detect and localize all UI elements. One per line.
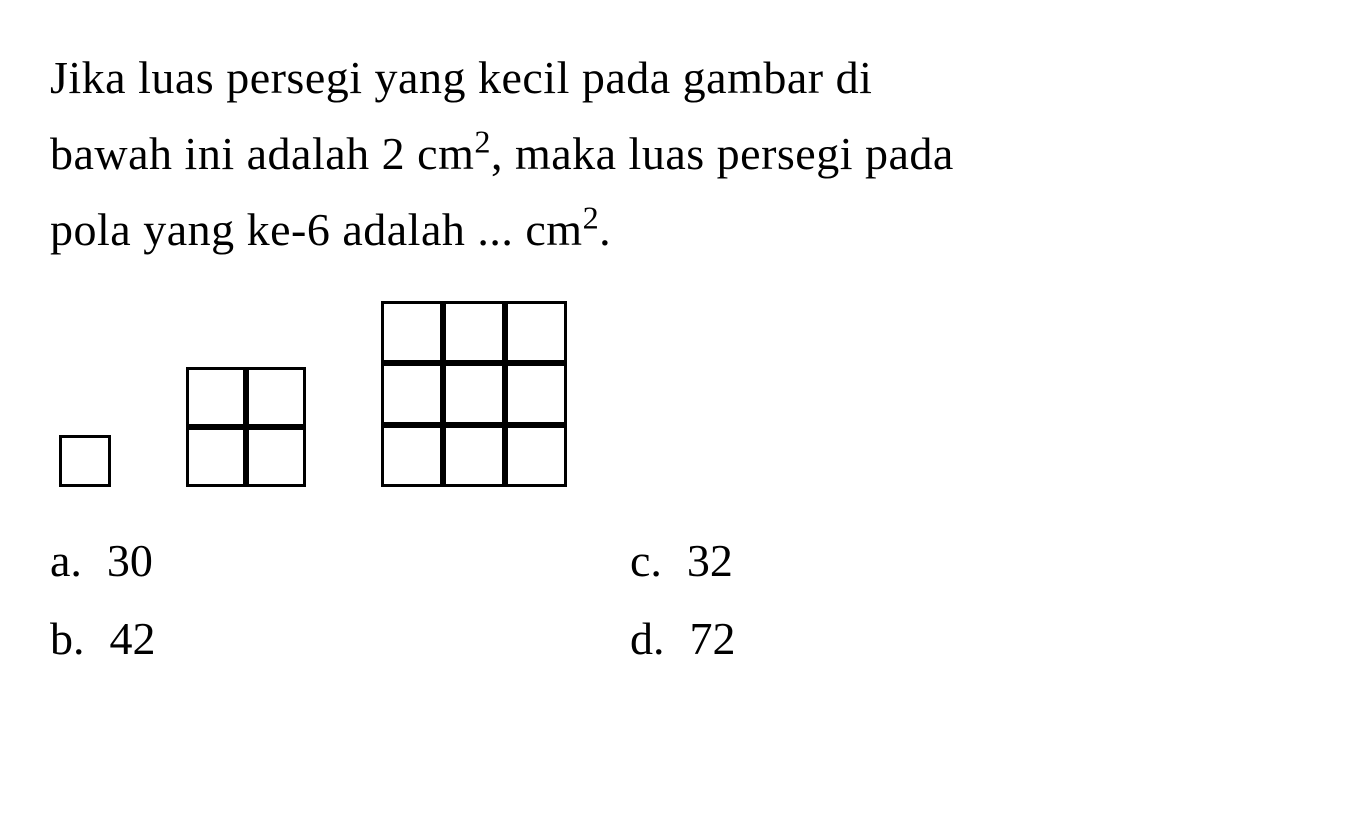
question-line2-sup: 2 [474, 124, 491, 160]
grid-cell [381, 425, 443, 487]
grid-cell [381, 301, 443, 363]
patterns-row [60, 303, 1311, 489]
grid-cell [505, 363, 567, 425]
option-b: b. 42 [50, 612, 370, 665]
option-c: c. 32 [630, 534, 950, 587]
question-line3-part1: pola yang ke-6 adalah ... cm [50, 204, 583, 255]
pattern-3 [382, 303, 568, 489]
question-line2-part1: bawah ini adalah 2 cm [50, 128, 474, 179]
question-line3-part2: . [599, 204, 611, 255]
option-a-letter: a. [50, 534, 82, 587]
grid-cell [443, 301, 505, 363]
option-d: d. 72 [630, 612, 950, 665]
option-c-letter: c. [630, 534, 662, 587]
pattern-2 [187, 369, 307, 489]
pattern-1 [60, 437, 112, 489]
question-line2-part2: , maka luas persegi pada [491, 128, 954, 179]
question-line3-sup: 2 [583, 199, 600, 235]
grid-cell [186, 427, 246, 487]
option-b-value: 42 [110, 612, 156, 665]
grid-cell [59, 435, 111, 487]
grid-cell [381, 363, 443, 425]
question-text: Jika luas persegi yang kecil pada gambar… [50, 40, 1311, 268]
grid-cell [505, 425, 567, 487]
grid-cell [246, 367, 306, 427]
grid-cell [186, 367, 246, 427]
option-a-value: 30 [107, 534, 153, 587]
grid-cell [505, 301, 567, 363]
grid-cell [443, 425, 505, 487]
option-d-letter: d. [630, 612, 665, 665]
option-a: a. 30 [50, 534, 370, 587]
options-container: a. 30 c. 32 b. 42 d. 72 [50, 534, 950, 665]
option-d-value: 72 [690, 612, 736, 665]
grid-cell [246, 427, 306, 487]
grid-cell [443, 363, 505, 425]
option-b-letter: b. [50, 612, 85, 665]
question-line1: Jika luas persegi yang kecil pada gambar… [50, 52, 872, 103]
option-c-value: 32 [687, 534, 733, 587]
